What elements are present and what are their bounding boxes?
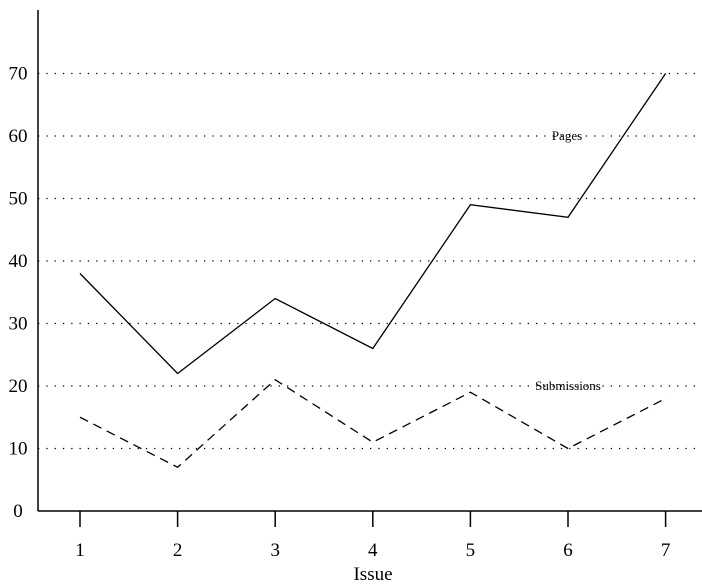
grid-lines	[38, 72, 702, 450]
series-label-submissions: Submissions	[535, 378, 601, 393]
y-tick-label: 50	[9, 189, 28, 210]
y-tick-label: 0	[13, 501, 23, 522]
y-tick-label: 70	[9, 64, 28, 85]
y-tick-label: 40	[9, 251, 28, 272]
y-tick-label: 20	[9, 376, 28, 397]
y-tick-label: 30	[9, 314, 28, 335]
series-label-pages: Pages	[552, 128, 582, 143]
x-axis-ticks: 1 2 3 4 5 6 7	[75, 511, 670, 561]
y-tick-label: 10	[9, 439, 28, 460]
x-tick-label: 2	[173, 540, 183, 561]
x-axis-title: Issue	[353, 564, 392, 584]
y-axis-ticks: 0 10 20 30 40 50 60 70	[9, 64, 28, 523]
x-tick-label: 7	[661, 540, 671, 561]
x-tick-label: 4	[368, 540, 378, 561]
series-group	[79, 73, 667, 469]
x-tick-label: 5	[466, 540, 476, 561]
series-line-pages	[79, 73, 667, 375]
x-tick-label: 3	[270, 540, 280, 561]
x-tick-label: 6	[563, 540, 573, 561]
y-tick-label: 60	[9, 126, 28, 147]
x-tick-label: 1	[75, 540, 85, 561]
